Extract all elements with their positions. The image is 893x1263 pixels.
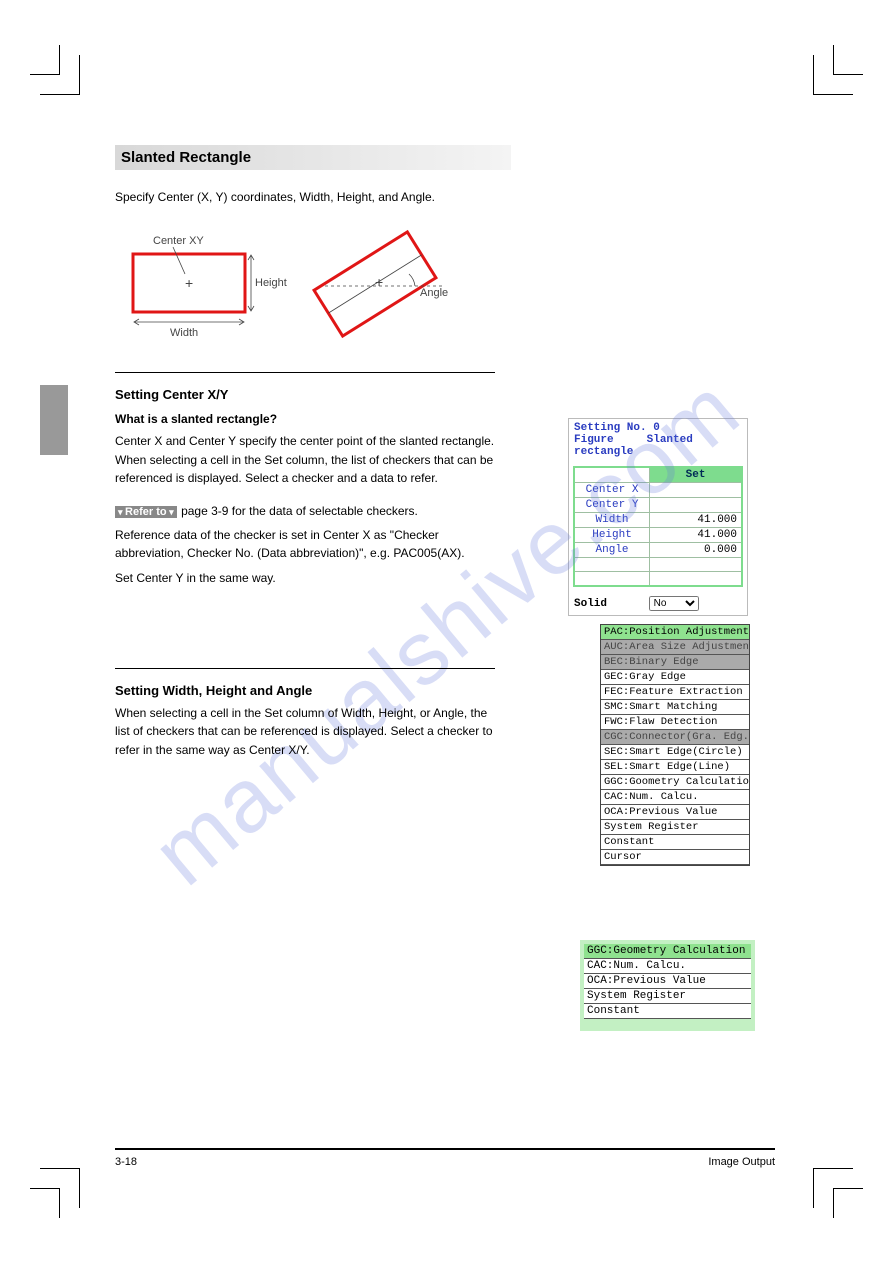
step2-heading: Setting Width, Height and Angle [115,683,775,698]
step2-body: When selecting a cell in the Set column … [115,704,495,760]
list-item[interactable]: OCA:Previous Value [601,805,749,820]
list-item[interactable]: CAC:Num. Calcu. [584,959,751,974]
divider [115,668,495,669]
step1-heading: Setting Center X/Y [115,387,775,402]
section-heading: Slanted Rectangle [115,145,511,170]
step1-body: Center X and Center Y specify the center… [115,432,495,488]
step1-p3: Set Center Y in the same way. [115,569,495,588]
label-center-xy: Center XY [153,235,204,247]
refer-to-text: page 3-9 for the data of selectable chec… [181,504,418,518]
refer-to-badge: Refer to [115,506,177,518]
list-item[interactable]: OCA:Previous Value [584,974,751,989]
label-width: Width [170,327,198,339]
list-item[interactable]: System Register [601,820,749,835]
footer-section: Image Output [708,1156,775,1168]
crop-mark [30,45,60,75]
page-footer: 3-18 Image Output [115,1148,775,1168]
label-angle: Angle [420,287,448,299]
label-height: Height [255,277,287,289]
divider [115,372,495,373]
list-item[interactable]: Cursor [601,850,749,865]
crop-mark [833,1188,863,1218]
crop-mark [30,1188,60,1218]
list-item[interactable]: Constant [601,835,749,850]
list-item[interactable]: GGC:Goometry Calculation [601,775,749,790]
section-intro: Specify Center (X, Y) coordinates, Width… [115,188,505,206]
list-item[interactable]: Constant [584,1004,751,1019]
list-item[interactable]: CAC:Num. Calcu. [601,790,749,805]
side-tab [40,385,68,455]
svg-text:+: + [375,274,383,290]
crop-mark [833,45,863,75]
list-item[interactable]: SEL:Smart Edge(Line) [601,760,749,775]
step1-question: What is a slanted rectangle? [115,412,775,426]
step1-p2: Reference data of the checker is set in … [115,526,495,563]
svg-text:+: + [185,275,193,291]
checker-list-panel-2: GGC:Geometry CalculationCAC:Num. Calcu.O… [580,940,755,1031]
list-item[interactable]: System Register [584,989,751,1004]
slanted-rectangle-diagram: Center XY + Height Width + Angle [115,224,475,354]
list-item[interactable]: GGC:Geometry Calculation [584,944,751,959]
page-content: Slanted Rectangle Specify Center (X, Y) … [115,145,775,759]
footer-page-number: 3-18 [115,1156,137,1168]
